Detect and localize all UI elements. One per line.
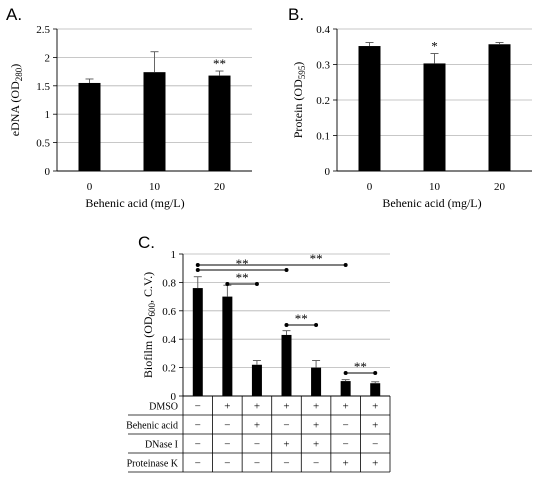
panel-c-comparison-label: ** [236, 270, 249, 285]
panel-c-bar [311, 367, 322, 396]
panel-c-comparison-label: ** [354, 359, 367, 374]
panel-c-treatment-mark: + [343, 401, 349, 413]
panel-c-comparison-dot [284, 268, 289, 272]
panel-c-treatment-mark: − [254, 439, 260, 451]
panel-a-bar [208, 75, 231, 171]
panel-c-treatment-label: Behenic acid [126, 421, 178, 432]
panel-c-treatment-mark: − [313, 458, 319, 470]
panel-c-y-tick-label: 0 [171, 391, 177, 403]
panel-a-xlabel: Behenic acid (mg/L) [85, 196, 184, 210]
panel-c-bar [222, 296, 233, 396]
panel-c-treatment-mark: − [224, 420, 230, 432]
panel-c-biofilm-chart: C. Biofilm (OD600, C.V.) 0 0.2 0.4 0.6 0.8 1 *… [126, 233, 391, 473]
panel-a-y-tick-label: 1 [45, 109, 51, 121]
panel-b-y-tick-label: 0.4 [316, 24, 330, 36]
panel-a-x-tick-label: 20 [214, 181, 226, 193]
panel-a-bar [143, 72, 166, 171]
panel-c-bar [281, 334, 292, 396]
panel-c-comparison-dot [314, 323, 319, 327]
panel-b-y-tick-label: 0.3 [316, 60, 330, 72]
panel-c-bar [251, 364, 262, 396]
panel-c-treatment-mark: + [254, 420, 260, 432]
panel-c-treatment-mark: − [343, 439, 349, 451]
panel-b-y-tick-label: 0 [325, 166, 331, 178]
panel-b-significance-label: * [431, 38, 438, 53]
panel-c-bar [192, 288, 203, 396]
panel-c-treatment-mark: + [224, 401, 230, 413]
panel-b-y-tick-label: 0.1 [316, 131, 330, 143]
panel-b-y-tick-label: 0.2 [316, 95, 330, 107]
panel-c-comparison-label: ** [295, 311, 308, 326]
panel-a-x-tick-label: 10 [149, 181, 161, 193]
panel-c-bar [340, 381, 351, 396]
panel-c-comparison-label: ** [236, 256, 249, 271]
panel-c-treatment-mark: + [254, 401, 260, 413]
panel-c-treatment-label: DNase I [145, 440, 178, 451]
panel-a-ylabel: eDNA (OD280) [8, 64, 24, 137]
panel-c-treatment-mark: + [313, 439, 319, 451]
panel-c-comparison-dot [254, 282, 259, 286]
panel-c-y-tick-label: 1 [171, 249, 177, 261]
panel-c-treatment-mark: + [372, 420, 378, 432]
panel-a-y-tick-label: 0 [45, 166, 51, 178]
panel-a-edna-chart: A. Behenic acid (mg/L) eDNA (OD280) 0 0.5… [6, 5, 252, 210]
panel-b-ylabel: Protein (OD595) [291, 62, 307, 139]
panel-b-bar [423, 63, 446, 172]
panel-c-treatment-mark: + [372, 401, 378, 413]
panel-c-y-tick-label: 0.6 [162, 306, 176, 318]
panel-c-treatment-label: DMSO [149, 402, 178, 413]
panel-c-letter: C. [138, 233, 155, 252]
panel-c-comparison-dot [195, 263, 200, 267]
panel-b-x-tick-label: 0 [367, 181, 373, 193]
panel-c-comparison-dot [225, 282, 230, 286]
panel-c-treatment-label: Proteinase K [127, 459, 179, 470]
panel-c-treatment-mark: + [283, 439, 289, 451]
panel-a-bar [78, 82, 101, 171]
panel-b-protein-chart: B. Behenic acid (mg/L) Protein (OD595) 0… [288, 5, 532, 210]
panel-c-treatment-mark: − [195, 458, 201, 470]
panel-c-treatment-mark: + [343, 458, 349, 470]
panel-c-comparison-label: ** [310, 251, 323, 266]
panel-c-bar [370, 383, 381, 396]
panel-c-ylabel: Biofilm (OD600, C.V.) [141, 272, 157, 378]
panel-c-treatment-mark: − [224, 458, 230, 470]
panel-c-comparison-dot [373, 371, 378, 375]
panel-c-comparison-dot [195, 268, 200, 272]
panel-b-x-tick-label: 20 [494, 181, 506, 193]
panel-a-x-tick-label: 0 [87, 181, 93, 193]
panel-b-xlabel: Behenic acid (mg/L) [382, 196, 481, 210]
panel-c-comparison-dot [343, 371, 348, 375]
panel-b-bar [488, 44, 511, 171]
panel-c-treatment-mark: − [283, 458, 289, 470]
panel-a-significance-label: ** [213, 56, 226, 71]
panel-a-y-tick-label: 0.5 [36, 138, 50, 150]
panel-c-treatment-mark: + [283, 401, 289, 413]
panel-c-treatment-mark: − [195, 439, 201, 451]
panel-c-comparison-dot [343, 263, 348, 267]
panel-c-y-tick-label: 0.4 [162, 334, 176, 346]
panel-a-y-tick-label: 2.5 [36, 24, 50, 36]
panel-c-treatment-mark: − [254, 458, 260, 470]
panel-c-treatment-mark: + [313, 401, 319, 413]
panel-c-treatment-mark: + [372, 458, 378, 470]
panel-a-y-tick-label: 1.5 [36, 81, 50, 93]
panel-c-treatment-mark: + [313, 420, 319, 432]
panel-c-treatment-mark: − [195, 401, 201, 413]
panel-c-treatment-mark: − [372, 439, 378, 451]
panel-b-x-tick-label: 10 [429, 181, 441, 193]
panel-b-letter: B. [288, 5, 304, 24]
panel-c-comparison-dot [284, 323, 289, 327]
panel-c-y-tick-label: 0.8 [162, 277, 176, 289]
panel-a-letter: A. [6, 5, 22, 24]
panel-b-bar [358, 46, 381, 171]
panel-c-treatment-mark: − [224, 439, 230, 451]
panel-c-y-tick-label: 0.2 [162, 363, 176, 375]
panel-c-treatment-mark: − [343, 420, 349, 432]
panel-c-treatment-mark: − [283, 420, 289, 432]
panel-c-treatment-mark: − [195, 420, 201, 432]
panel-a-y-tick-label: 2 [45, 52, 51, 64]
